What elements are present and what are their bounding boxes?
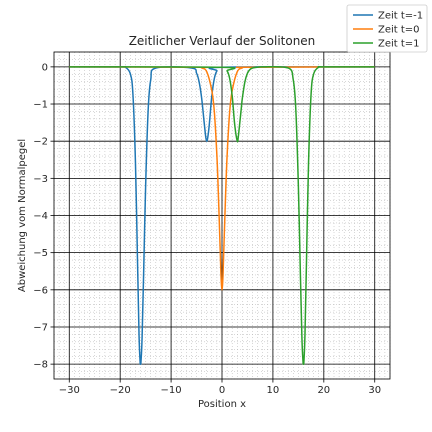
y-axis-label: Abweichung vom Normalpegel bbox=[17, 139, 28, 292]
y-tick-label: −1 bbox=[33, 100, 48, 111]
legend-label-1: Zeit t=-1 bbox=[378, 11, 423, 22]
x-tick-label: −20 bbox=[110, 385, 131, 396]
y-tick-label: −8 bbox=[33, 360, 48, 371]
series-line-1 bbox=[69, 65, 375, 366]
y-tick-label: −2 bbox=[33, 137, 48, 148]
y-axis-ticks: 0 −1 −2 −3 −4 −5 −6 −7 −8 bbox=[33, 62, 54, 371]
legend-label-2: Zeit t=0 bbox=[378, 25, 420, 36]
y-tick-label: −3 bbox=[33, 174, 48, 185]
x-tick-label: 20 bbox=[317, 385, 330, 396]
y-tick-label: 0 bbox=[42, 62, 48, 73]
y-tick-label: −5 bbox=[33, 248, 48, 259]
legend: Zeit t=-1 Zeit t=0 Zeit t=1 bbox=[346, 4, 428, 53]
x-tick-label: 10 bbox=[267, 385, 280, 396]
x-axis-label: Position x bbox=[198, 399, 246, 410]
y-tick-label: −6 bbox=[33, 285, 48, 296]
x-tick-label: 30 bbox=[368, 385, 381, 396]
legend-box bbox=[346, 4, 428, 53]
series-layer bbox=[69, 65, 375, 366]
x-tick-label: −10 bbox=[161, 385, 182, 396]
series-line-3 bbox=[69, 65, 375, 366]
x-tick-label: 0 bbox=[219, 385, 225, 396]
x-axis-ticks: −30 −20 −10 0 10 20 30 bbox=[59, 379, 381, 396]
major-grid bbox=[54, 52, 390, 379]
y-tick-label: −7 bbox=[33, 322, 48, 333]
legend-label-3: Zeit t=1 bbox=[378, 39, 420, 50]
chart-title: Zeitlicher Verlauf der Solitonen bbox=[129, 34, 316, 48]
series-line-2 bbox=[69, 66, 375, 291]
x-tick-label: −30 bbox=[59, 385, 80, 396]
y-tick-label: −4 bbox=[33, 211, 48, 222]
